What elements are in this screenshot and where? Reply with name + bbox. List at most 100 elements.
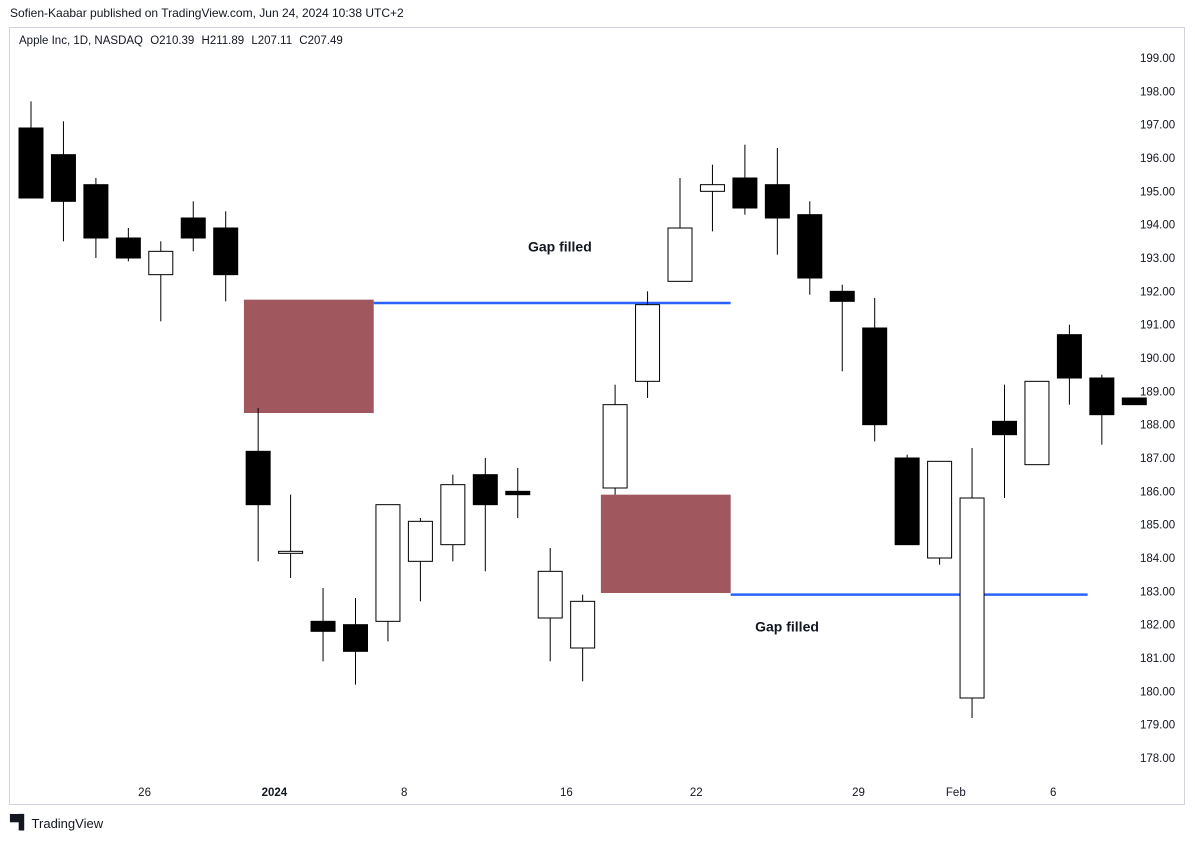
candle-body [537, 570, 563, 619]
legend-open: O210.39 [150, 35, 195, 47]
candle [407, 518, 433, 602]
candle [115, 228, 141, 262]
candle [927, 460, 953, 565]
candle-body [245, 450, 271, 506]
gap-filled-label: Gap filled [528, 238, 592, 254]
time-tick-label: 16 [560, 787, 573, 799]
candle-body [1089, 377, 1115, 416]
chart-frame[interactable] [9, 27, 1185, 805]
price-tick-label: 180.00 [1140, 686, 1175, 698]
candle-body [894, 457, 920, 546]
candle-body [732, 177, 758, 209]
candle-body [115, 237, 141, 259]
candle [667, 178, 693, 282]
candle [148, 241, 174, 322]
publish-header: Sofien-Kaabar published on TradingView.c… [10, 6, 404, 20]
gap-filled-label: Gap filled [755, 618, 819, 634]
candle-body [992, 420, 1017, 436]
price-axis: 178.00 179.00 180.00 181.00 182.00 183.00 184.… [1140, 53, 1175, 765]
price-tick-label: 198.00 [1140, 86, 1175, 98]
annotation-layer: Gap filled Gap filled [528, 238, 819, 634]
candle-body [570, 600, 596, 649]
price-tick-label: 186.00 [1140, 486, 1175, 498]
candle [1024, 380, 1050, 466]
candle-body [343, 624, 368, 652]
candle-body [699, 184, 725, 192]
candle-body [1024, 380, 1050, 466]
price-tick-label: 178.00 [1140, 753, 1175, 765]
time-tick-label: Feb [946, 787, 966, 799]
candle [732, 144, 758, 215]
candle-body [440, 484, 466, 546]
tradingview-logo-icon: ▀▌ [10, 815, 29, 831]
candle [829, 284, 855, 372]
candle-body [18, 127, 44, 199]
candle-body [667, 227, 693, 282]
symbol-legend: Apple Inc, 1D, NASDAQ O210.39 H211.89 L2… [19, 35, 347, 47]
footer-brand: TradingView [31, 815, 104, 831]
candle-body [927, 460, 953, 559]
candle-body [407, 520, 433, 562]
candle-body [50, 154, 76, 202]
tradingview-footer[interactable]: ▀▌ TradingView [10, 815, 103, 831]
candle-body [213, 227, 239, 276]
candle-body [505, 490, 531, 496]
legend-close: C207.49 [299, 35, 343, 47]
candle [862, 298, 888, 442]
price-tick-label: 193.00 [1140, 253, 1175, 265]
candle [50, 121, 76, 242]
candle [764, 148, 790, 255]
candle [278, 494, 304, 578]
candle [797, 201, 823, 295]
price-tick-label: 188.00 [1140, 420, 1175, 432]
price-tick-label: 189.00 [1140, 386, 1175, 398]
time-tick-label: 6 [1050, 787, 1056, 799]
candle [570, 594, 596, 682]
candle-body [1056, 334, 1082, 379]
price-tick-label: 181.00 [1140, 653, 1175, 665]
price-tick-label: 197.00 [1140, 120, 1175, 132]
candle [959, 448, 985, 718]
time-tick-label: 26 [138, 787, 151, 799]
candle [83, 178, 109, 258]
candle [213, 211, 239, 302]
gap-box [600, 494, 731, 593]
candle [343, 598, 368, 685]
candle [894, 454, 920, 546]
candle [440, 474, 466, 562]
candle-body [472, 474, 498, 506]
candle-body [278, 550, 304, 554]
price-tick-label: 190.00 [1140, 353, 1175, 365]
time-tick-label: 2024 [262, 787, 288, 799]
candle-body [602, 404, 628, 489]
price-tick-label: 187.00 [1140, 453, 1175, 465]
candle-body [829, 290, 855, 302]
price-tick-label: 196.00 [1140, 153, 1175, 165]
price-tick-label: 183.00 [1140, 586, 1175, 598]
candle-body [862, 327, 888, 426]
candle-body [310, 620, 336, 632]
price-tick-label: 179.00 [1140, 720, 1175, 732]
candle [505, 468, 531, 518]
candle [180, 201, 206, 252]
legend-high: H211.89 [201, 35, 245, 47]
legend-symbol: Apple Inc, 1D, NASDAQ [19, 35, 143, 47]
gap-box [243, 299, 374, 413]
candle-body [797, 214, 823, 279]
price-tick-label: 191.00 [1140, 320, 1175, 332]
time-tick-label: 8 [401, 787, 407, 799]
candle [602, 384, 628, 495]
candle-body [764, 184, 790, 219]
candle-body [959, 497, 985, 699]
time-tick-label: 29 [852, 787, 865, 799]
candle-body [375, 504, 401, 622]
candle-body [83, 184, 109, 239]
candle [699, 164, 725, 232]
candle [1089, 374, 1115, 445]
candle-body [1121, 397, 1147, 406]
time-tick-label: 22 [690, 787, 703, 799]
candle [1121, 397, 1147, 406]
candle [245, 408, 271, 562]
gap-layer [243, 299, 1088, 596]
